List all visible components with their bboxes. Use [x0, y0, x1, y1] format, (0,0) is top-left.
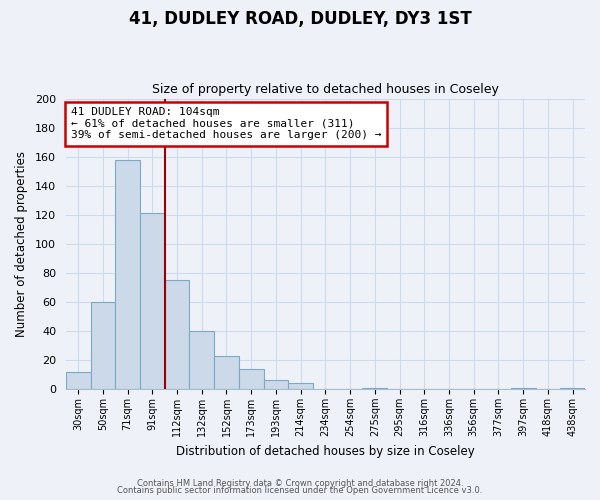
Bar	[66, 372, 91, 389]
X-axis label: Distribution of detached houses by size in Coseley: Distribution of detached houses by size …	[176, 444, 475, 458]
Bar	[560, 388, 585, 389]
Y-axis label: Number of detached properties: Number of detached properties	[15, 151, 28, 337]
Bar	[239, 368, 263, 389]
Bar	[362, 388, 387, 389]
Bar	[214, 356, 239, 389]
Bar	[263, 380, 289, 389]
Bar	[289, 383, 313, 389]
Text: 41, DUDLEY ROAD, DUDLEY, DY3 1ST: 41, DUDLEY ROAD, DUDLEY, DY3 1ST	[128, 10, 472, 28]
Bar	[164, 280, 190, 389]
Text: 41 DUDLEY ROAD: 104sqm
← 61% of detached houses are smaller (311)
39% of semi-de: 41 DUDLEY ROAD: 104sqm ← 61% of detached…	[71, 108, 382, 140]
Bar	[115, 160, 140, 389]
Title: Size of property relative to detached houses in Coseley: Size of property relative to detached ho…	[152, 83, 499, 96]
Text: Contains HM Land Registry data © Crown copyright and database right 2024.: Contains HM Land Registry data © Crown c…	[137, 478, 463, 488]
Bar	[511, 388, 536, 389]
Bar	[190, 331, 214, 389]
Text: Contains public sector information licensed under the Open Government Licence v3: Contains public sector information licen…	[118, 486, 482, 495]
Bar	[91, 302, 115, 389]
Bar	[140, 214, 164, 389]
